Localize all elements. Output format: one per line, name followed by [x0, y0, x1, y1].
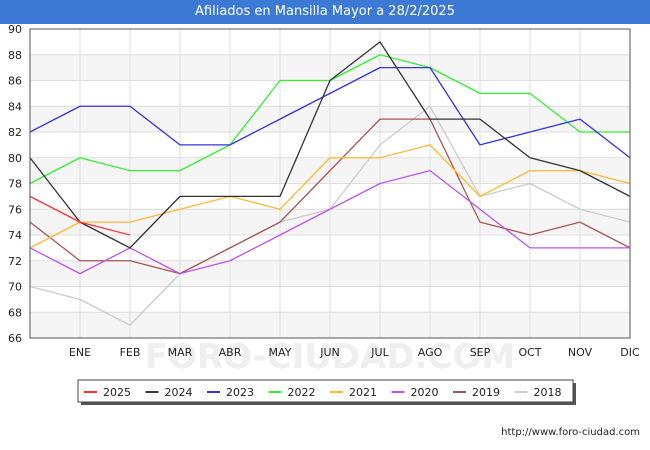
x-tick-label: MAR — [168, 346, 193, 359]
y-tick-label: 82 — [8, 126, 22, 139]
chart-title: Afiliados en Mansilla Mayor a 28/2/2025 — [0, 0, 650, 24]
watermark: FORO-CIUDAD.COM — [145, 337, 516, 377]
x-tick-label: OCT — [518, 346, 541, 359]
y-tick-label: 74 — [8, 229, 22, 242]
legend-label-2024: 2024 — [165, 386, 193, 399]
y-tick-label: 72 — [8, 255, 22, 268]
y-tick-label: 76 — [8, 203, 22, 216]
x-axis-ticks: ENE FEB MAR ABR MAY JUN JUL AGO SEP OCT NOV DIC — [69, 346, 640, 359]
series-line-2019 — [29, 118, 631, 275]
y-tick-label: 68 — [8, 306, 22, 319]
plot-frame — [29, 28, 631, 339]
series-line-2023 — [29, 66, 631, 159]
x-tick-label: NOV — [568, 346, 593, 359]
x-tick-label: ENE — [69, 346, 91, 359]
legend-label-2023: 2023 — [226, 386, 254, 399]
x-tick-label: JUL — [370, 346, 389, 359]
legend-box — [77, 379, 574, 403]
series-line-2025 — [29, 195, 131, 236]
legend: 2025 2024 2023 2022 2021 2020 2019 2018 — [77, 379, 576, 405]
y-tick-label: 88 — [8, 49, 22, 62]
y-tick-label: 90 — [8, 23, 22, 36]
legend-label-2025: 2025 — [103, 386, 131, 399]
series-line-2021 — [29, 144, 631, 249]
series-line-2024 — [29, 41, 631, 249]
legend-label-2019: 2019 — [472, 386, 500, 399]
x-tick-label: FEB — [120, 346, 141, 359]
x-tick-label: AGO — [418, 346, 443, 359]
y-tick-label: 80 — [8, 152, 22, 165]
x-tick-label: MAY — [269, 346, 292, 359]
y-tick-label: 78 — [8, 178, 22, 191]
y-tick-label: 66 — [8, 332, 22, 345]
legend-label-2022: 2022 — [288, 386, 316, 399]
x-tick-label: JUN — [319, 346, 340, 359]
x-tick-label: SEP — [470, 346, 491, 359]
x-tick-label: ABR — [219, 346, 242, 359]
y-axis-ticks: 66 68 70 72 74 76 78 80 82 84 86 88 90 — [8, 23, 22, 345]
source-credit: http://www.foro-ciudad.com — [501, 427, 640, 438]
legend-label-2021: 2021 — [349, 386, 377, 399]
y-tick-label: 84 — [8, 100, 22, 113]
y-tick-label: 70 — [8, 281, 22, 294]
legend-label-2020: 2020 — [411, 386, 439, 399]
x-tick-label: DIC — [620, 346, 640, 359]
y-tick-label: 86 — [8, 75, 22, 88]
series-lines — [29, 41, 631, 326]
legend-label-2018: 2018 — [534, 386, 562, 399]
